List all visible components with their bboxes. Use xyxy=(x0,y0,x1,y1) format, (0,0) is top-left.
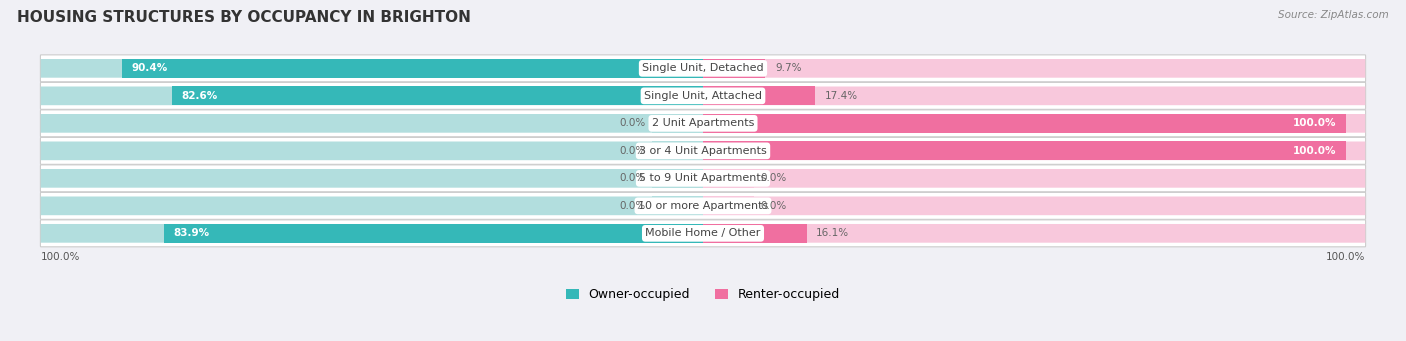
Text: 90.4%: 90.4% xyxy=(131,63,167,73)
FancyBboxPatch shape xyxy=(703,114,1365,133)
Text: 100.0%: 100.0% xyxy=(1294,118,1336,128)
Text: Source: ZipAtlas.com: Source: ZipAtlas.com xyxy=(1278,10,1389,20)
Text: 100.0%: 100.0% xyxy=(41,252,80,262)
Bar xyxy=(651,114,703,133)
FancyBboxPatch shape xyxy=(703,59,1365,78)
Text: 17.4%: 17.4% xyxy=(824,91,858,101)
Text: 9.7%: 9.7% xyxy=(775,63,801,73)
Bar xyxy=(163,224,703,243)
FancyBboxPatch shape xyxy=(41,220,1365,247)
Bar xyxy=(703,142,1346,160)
Text: HOUSING STRUCTURES BY OCCUPANCY IN BRIGHTON: HOUSING STRUCTURES BY OCCUPANCY IN BRIGH… xyxy=(17,10,471,25)
FancyBboxPatch shape xyxy=(703,224,1365,243)
FancyBboxPatch shape xyxy=(41,196,703,215)
FancyBboxPatch shape xyxy=(41,165,1365,192)
Bar xyxy=(703,169,755,188)
FancyBboxPatch shape xyxy=(41,110,1365,137)
Text: Single Unit, Attached: Single Unit, Attached xyxy=(644,91,762,101)
FancyBboxPatch shape xyxy=(703,196,1365,215)
FancyBboxPatch shape xyxy=(41,142,703,160)
FancyBboxPatch shape xyxy=(703,142,1365,160)
Text: 83.9%: 83.9% xyxy=(173,228,209,238)
FancyBboxPatch shape xyxy=(41,55,1365,82)
Text: 3 or 4 Unit Apartments: 3 or 4 Unit Apartments xyxy=(640,146,766,156)
Legend: Owner-occupied, Renter-occupied: Owner-occupied, Renter-occupied xyxy=(567,288,839,301)
Bar xyxy=(651,142,703,160)
Bar xyxy=(703,59,765,78)
Bar xyxy=(703,114,1346,133)
FancyBboxPatch shape xyxy=(41,83,1365,109)
FancyBboxPatch shape xyxy=(41,224,703,243)
Text: 0.0%: 0.0% xyxy=(619,173,645,183)
Bar xyxy=(122,59,703,78)
FancyBboxPatch shape xyxy=(41,169,703,188)
Bar xyxy=(703,224,807,243)
Text: 10 or more Apartments: 10 or more Apartments xyxy=(638,201,768,211)
FancyBboxPatch shape xyxy=(41,59,703,78)
Text: 2 Unit Apartments: 2 Unit Apartments xyxy=(652,118,754,128)
FancyBboxPatch shape xyxy=(41,192,1365,219)
Text: 5 to 9 Unit Apartments: 5 to 9 Unit Apartments xyxy=(640,173,766,183)
Text: Mobile Home / Other: Mobile Home / Other xyxy=(645,228,761,238)
Bar xyxy=(651,169,703,188)
Bar xyxy=(651,196,703,215)
Text: 16.1%: 16.1% xyxy=(815,228,849,238)
Text: 0.0%: 0.0% xyxy=(761,173,787,183)
Bar xyxy=(172,87,703,105)
Text: 0.0%: 0.0% xyxy=(619,146,645,156)
Bar xyxy=(703,196,755,215)
FancyBboxPatch shape xyxy=(41,87,703,105)
Text: 100.0%: 100.0% xyxy=(1294,146,1336,156)
FancyBboxPatch shape xyxy=(41,114,703,133)
Text: Single Unit, Detached: Single Unit, Detached xyxy=(643,63,763,73)
Text: 0.0%: 0.0% xyxy=(619,118,645,128)
Text: 0.0%: 0.0% xyxy=(761,201,787,211)
FancyBboxPatch shape xyxy=(703,87,1365,105)
Text: 0.0%: 0.0% xyxy=(619,201,645,211)
FancyBboxPatch shape xyxy=(703,169,1365,188)
Text: 100.0%: 100.0% xyxy=(1326,252,1365,262)
FancyBboxPatch shape xyxy=(41,137,1365,164)
Text: 82.6%: 82.6% xyxy=(181,91,218,101)
Bar xyxy=(703,87,815,105)
